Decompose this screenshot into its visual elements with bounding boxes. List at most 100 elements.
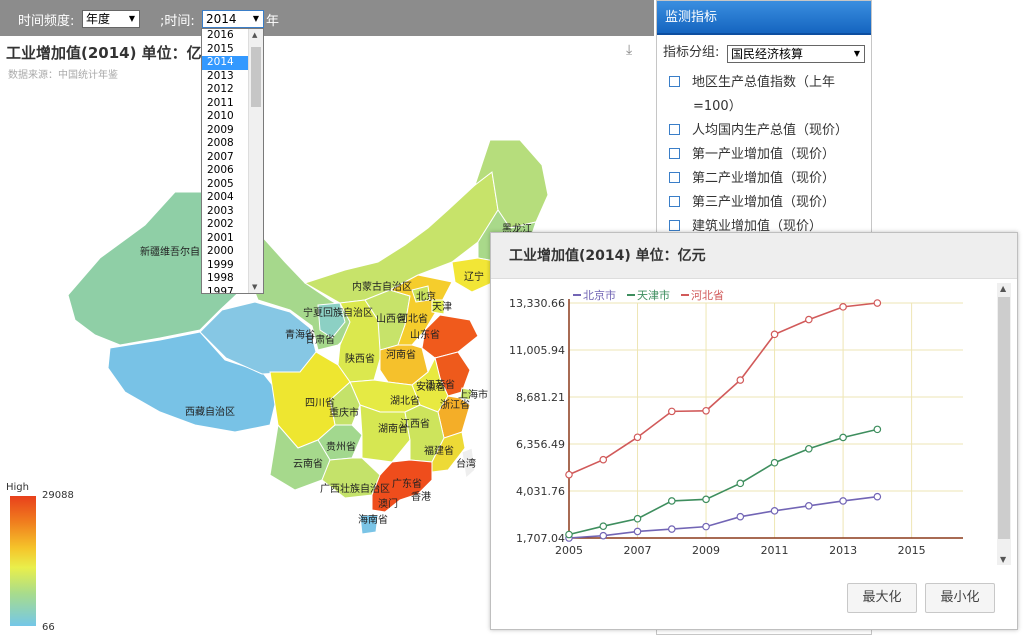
region-guangxi[interactable] xyxy=(321,457,381,499)
data-point[interactable] xyxy=(770,507,779,515)
scroll-down-icon[interactable]: ▼ xyxy=(252,283,258,291)
data-point[interactable] xyxy=(873,492,882,501)
year-option-1997[interactable]: 1997 xyxy=(207,285,234,294)
group-select[interactable]: 国民经济核算 ▼ xyxy=(727,45,865,63)
legend-entry[interactable]: 北京市 xyxy=(583,288,616,302)
data-point[interactable] xyxy=(736,512,745,521)
data-point[interactable] xyxy=(702,495,710,504)
year-option-2003[interactable]: 2003 xyxy=(207,204,234,217)
data-point[interactable] xyxy=(702,406,710,415)
year-option-2001[interactable]: 2001 xyxy=(207,231,234,244)
region-tianjin[interactable] xyxy=(431,299,445,315)
checkbox[interactable] xyxy=(669,196,680,207)
year-option-2012[interactable]: 2012 xyxy=(207,83,234,95)
checkbox[interactable] xyxy=(669,220,680,231)
region-heilongjiang[interactable] xyxy=(474,139,549,229)
year-option-2011[interactable]: 2011 xyxy=(207,96,234,109)
scroll-down-icon[interactable]: ▼ xyxy=(1000,555,1007,564)
indicator-item[interactable]: 第一产业增加值（现价） xyxy=(669,143,835,167)
region-hebei[interactable] xyxy=(388,274,453,346)
legend-entry[interactable]: 河北省 xyxy=(691,289,724,302)
year-suffix: 年 xyxy=(266,14,280,29)
data-point[interactable] xyxy=(667,407,676,416)
data-point[interactable] xyxy=(667,497,676,505)
indicator-item[interactable]: 地区生产总值指数（上年 xyxy=(669,71,835,95)
region-hunan[interactable] xyxy=(359,404,411,463)
data-point[interactable] xyxy=(702,522,710,531)
data-point[interactable] xyxy=(633,433,642,442)
indicator-item[interactable]: 第二产业增加值（现价） xyxy=(669,167,835,191)
data-point[interactable] xyxy=(633,527,642,536)
data-point[interactable] xyxy=(736,479,745,488)
maximize-button[interactable]: 最大化 xyxy=(847,583,917,613)
data-point[interactable] xyxy=(565,530,573,539)
data-point[interactable] xyxy=(805,444,813,453)
data-point[interactable] xyxy=(599,531,608,540)
year-option-1998[interactable]: 1998 xyxy=(207,272,234,284)
indicator-item[interactable]: =100） xyxy=(693,95,742,119)
year-option-2013[interactable]: 2013 xyxy=(207,69,234,82)
data-point[interactable] xyxy=(805,315,813,324)
year-option-2006[interactable]: 2006 xyxy=(207,164,234,176)
region-shandong[interactable] xyxy=(421,314,479,359)
year-option-2016[interactable]: 2016 xyxy=(207,29,234,41)
checkbox[interactable] xyxy=(669,148,680,159)
data-point[interactable] xyxy=(770,458,779,467)
legend-color-scale[interactable] xyxy=(10,496,36,626)
data-point[interactable] xyxy=(667,525,676,533)
year-option-2002[interactable]: 2002 xyxy=(207,218,234,230)
scroll-up-icon[interactable]: ▲ xyxy=(252,31,258,39)
year-option-2015[interactable]: 2015 xyxy=(207,42,234,55)
region-guangdong[interactable] xyxy=(371,459,433,513)
province-label: 山东省 xyxy=(410,328,440,341)
data-point[interactable] xyxy=(873,299,882,307)
region-ningxia[interactable] xyxy=(317,302,346,339)
data-point[interactable] xyxy=(599,522,608,531)
data-point[interactable] xyxy=(839,303,847,311)
data-point[interactable] xyxy=(873,425,882,434)
checkbox[interactable] xyxy=(669,76,680,87)
download-icon[interactable]: ⤓ xyxy=(626,42,633,58)
indicator-label: 第一产业增加值（现价） xyxy=(692,147,836,162)
year-list-scrollbar[interactable]: ▲ ▼ xyxy=(248,29,263,293)
indicator-item[interactable]: 建筑业增加值（现价） xyxy=(669,215,822,239)
year-dropdown-list[interactable]: 2016 2015 2014 2013 2012 2011 2010 2009 2008 2007… xyxy=(201,28,264,294)
year-option-2005[interactable]: 2005 xyxy=(207,177,234,190)
data-point[interactable] xyxy=(599,455,608,464)
checkbox[interactable] xyxy=(669,124,680,135)
x-tick-label: 2013 xyxy=(829,544,857,557)
region-taiwan[interactable] xyxy=(461,447,476,479)
data-point[interactable] xyxy=(736,376,745,384)
scroll-thumb[interactable] xyxy=(998,297,1010,539)
indicator-label: 第二产业增加值（现价） xyxy=(692,171,836,186)
frequency-select[interactable]: 年度 ▼ xyxy=(82,10,140,28)
scroll-thumb[interactable] xyxy=(251,47,261,107)
dialog-scrollbar[interactable]: ▲ ▼ xyxy=(997,283,1011,565)
data-point[interactable] xyxy=(839,497,847,505)
data-point[interactable] xyxy=(839,433,847,442)
data-point[interactable] xyxy=(633,514,642,523)
region-hainan[interactable] xyxy=(359,514,379,535)
data-point[interactable] xyxy=(770,330,779,339)
region-qinghai[interactable] xyxy=(199,301,317,375)
y-tick-label: 13,330.66 xyxy=(509,297,565,310)
minimize-button[interactable]: 最小化 xyxy=(925,583,995,613)
data-point[interactable] xyxy=(565,470,573,479)
scroll-up-icon[interactable]: ▲ xyxy=(1000,284,1007,293)
indicator-item[interactable]: 人均国内生产总值（现价） xyxy=(669,119,848,143)
year-option-2004[interactable]: 2004 xyxy=(207,191,234,203)
year-option-2007[interactable]: 2007 xyxy=(207,150,234,163)
data-point[interactable] xyxy=(805,501,813,510)
year-option-2010[interactable]: 2010 xyxy=(207,110,234,122)
legend-entry[interactable]: 天津市 xyxy=(637,288,670,302)
year-select[interactable]: 2014 ▼ xyxy=(202,10,264,28)
year-option-1999[interactable]: 1999 xyxy=(207,258,234,271)
indicator-item[interactable]: 第三产业增加值（现价） xyxy=(669,191,835,215)
year-option-2008[interactable]: 2008 xyxy=(207,137,234,149)
checkbox[interactable] xyxy=(669,172,680,183)
region-beijing[interactable] xyxy=(411,285,431,303)
year-option-2000[interactable]: 2000 xyxy=(207,245,234,257)
year-option-2009[interactable]: 2009 xyxy=(207,123,234,136)
year-option-2014[interactable]: 2014 xyxy=(202,56,249,70)
region-shanghai[interactable] xyxy=(459,387,473,401)
